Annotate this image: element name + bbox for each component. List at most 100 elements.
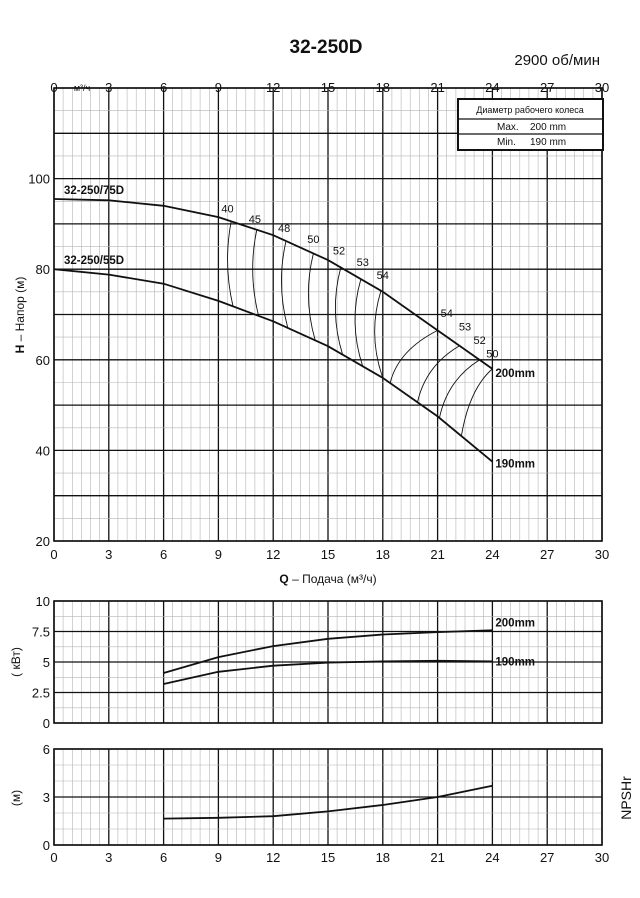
efficiency-label: 53	[459, 321, 471, 333]
efficiency-label: 45	[249, 214, 261, 226]
x-tick-top: 6	[160, 80, 167, 95]
power-y-label: ( кВт)	[9, 647, 23, 677]
x-tick-bottom: 27	[540, 850, 554, 865]
efficiency-line	[227, 221, 234, 307]
x-tick-top: 30	[595, 80, 609, 95]
x-tick-head: 15	[321, 547, 335, 562]
power-y-tick: 5	[43, 655, 50, 670]
head-y-tick: 40	[36, 443, 50, 458]
head-y-tick: 80	[36, 262, 50, 277]
efficiency-line	[417, 345, 460, 403]
x-tick-head: 27	[540, 547, 554, 562]
x-tick-top: 27	[540, 80, 554, 95]
x-tick-bottom: 3	[105, 850, 112, 865]
efficiency-label: 53	[357, 257, 369, 269]
head-frame	[53, 87, 603, 542]
impeller-max-value: 200 mm	[530, 122, 566, 133]
head-grid	[53, 87, 603, 542]
power-curve-200mm	[163, 629, 493, 674]
x-tick-top: 0	[50, 80, 57, 95]
npsh-frame	[53, 748, 603, 846]
x-tick-bottom: 0	[50, 850, 57, 865]
efficiency-line	[252, 229, 260, 316]
model-label: 32-250/55D	[64, 255, 124, 267]
x-tick-top: 24	[485, 80, 499, 95]
curve-layer	[53, 198, 493, 820]
head-curve-190mm	[53, 268, 493, 463]
power-frame	[53, 600, 603, 724]
npsh-y-tick: 3	[43, 790, 50, 805]
x-tick-top: 21	[430, 80, 444, 95]
x-tick-bottom: 24	[485, 850, 499, 865]
tick-labels: 0 3 6 9 12 15 18 21 24 27 300 3 6 9 12 15 18 21 24 27 300 3 6 9…	[28, 80, 609, 865]
efficiency-line	[389, 329, 438, 384]
x-tick-head: 30	[595, 547, 609, 562]
x-tick-top: 3	[105, 80, 112, 95]
x-tick-head: 24	[485, 547, 499, 562]
power-series-label: 200mm	[495, 617, 535, 629]
head-y-tick: 20	[36, 534, 50, 549]
x-tick-head: 9	[215, 547, 222, 562]
impeller-min-label: Min.	[497, 137, 516, 148]
npsh-y-tick: 6	[43, 742, 50, 757]
x-tick-bottom: 18	[376, 850, 390, 865]
x-tick-bottom: 30	[595, 850, 609, 865]
power-curve-190mm	[163, 659, 493, 685]
npsh-y-label: (м)	[9, 790, 23, 806]
power-y-tick: 10	[36, 594, 50, 609]
power-y-tick: 7.5	[32, 625, 50, 640]
x-tick-head: 12	[266, 547, 280, 562]
npsh-y-tick: 0	[43, 838, 50, 853]
x-tick-head: 21	[430, 547, 444, 562]
head-curve-200mm	[53, 198, 493, 370]
efficiency-line	[374, 290, 384, 379]
head-y-tick: 60	[36, 353, 50, 368]
x-tick-bottom: 21	[430, 850, 444, 865]
efficiency-label: 40	[221, 204, 233, 216]
impeller-min-value: 190 mm	[530, 137, 566, 148]
efficiency-line	[438, 359, 480, 419]
efficiency-label: 52	[333, 246, 345, 258]
x-tick-bottom: 9	[215, 850, 222, 865]
x-tick-bottom: 15	[321, 850, 335, 865]
head-series-label: 200mm	[495, 368, 535, 380]
x-unit-label: м³/ч	[74, 83, 91, 93]
efficiency-line	[460, 368, 493, 437]
grid-layer	[53, 87, 603, 846]
efficiency-label: 48	[278, 223, 290, 235]
npsh-curve-npsh	[163, 784, 493, 820]
x-axis-label: Q – Подача (м³/ч)	[279, 572, 376, 586]
npsh-side-label: NPSHr	[618, 776, 634, 820]
series-labels: 200mm 32-250/75D 190mm 32-250/55D 200mm 190mm…	[64, 185, 535, 668]
model-label: 32-250/75D	[64, 185, 124, 197]
x-tick-head: 6	[160, 547, 167, 562]
power-series-label: 190mm	[495, 656, 535, 668]
efficiency-label: 54	[441, 308, 453, 320]
power-grid	[53, 600, 603, 724]
power-y-tick: 0	[43, 716, 50, 731]
x-tick-top: 18	[376, 80, 390, 95]
x-tick-top: 15	[321, 80, 335, 95]
efficiency-line	[334, 267, 344, 355]
x-tick-top: 12	[266, 80, 280, 95]
efficiency-label: 50	[307, 234, 319, 246]
efficiency-label: 50	[486, 349, 498, 361]
x-tick-bottom: 12	[266, 850, 280, 865]
impeller-box-heading: Диаметр рабочего колеса	[476, 105, 584, 115]
head-series-label: 190mm	[495, 459, 535, 471]
chart-title: 32-250D	[290, 37, 363, 58]
x-tick-bottom: 6	[160, 850, 167, 865]
efficiency-curves	[227, 221, 493, 437]
x-tick-top: 9	[215, 80, 222, 95]
x-tick-head: 18	[376, 547, 390, 562]
head-y-label: H – Напор (м)	[13, 277, 27, 354]
head-y-tick: 100	[28, 172, 50, 187]
efficiency-line	[281, 240, 289, 329]
efficiency-line	[307, 253, 316, 341]
impeller-diameter-box: Диаметр рабочего колеса Max. 200 mm Min.…	[457, 98, 604, 151]
efficiency-label: 54	[377, 270, 389, 282]
impeller-max-label: Max.	[497, 122, 519, 133]
x-tick-head: 3	[105, 547, 112, 562]
power-y-tick: 2.5	[32, 686, 50, 701]
